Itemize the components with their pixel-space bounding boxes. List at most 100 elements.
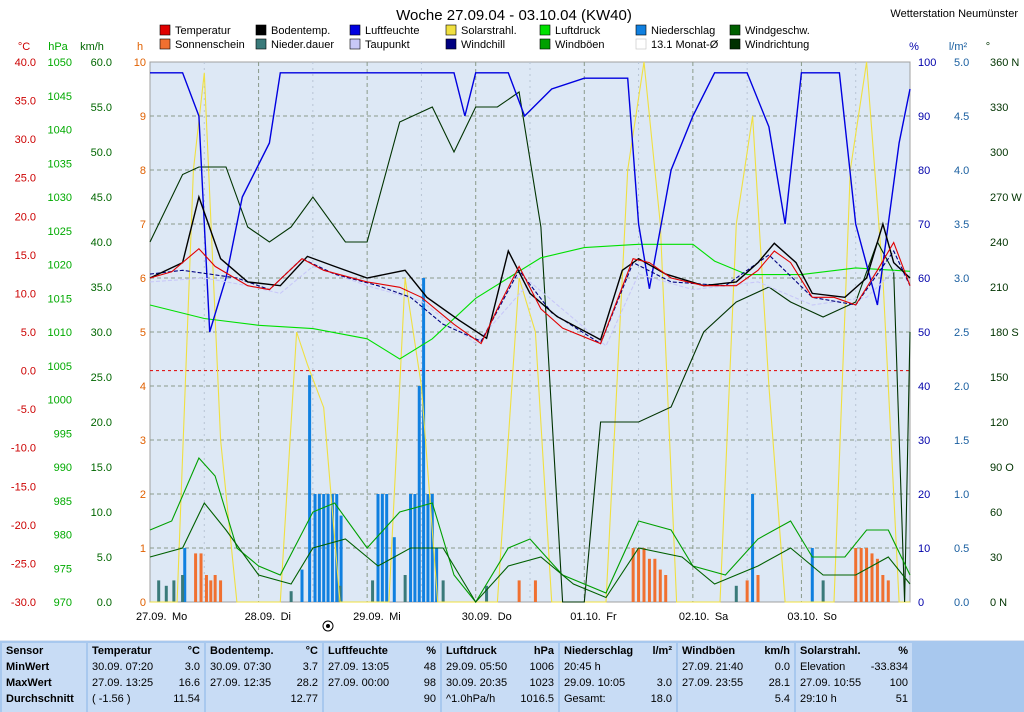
bar-sonnenschein — [653, 558, 657, 602]
axis-tick-temp: 20.0 — [15, 211, 36, 223]
axis-tick-hours: 8 — [140, 165, 146, 177]
legend-label: Bodentemp. — [271, 25, 330, 37]
bar-niederschlag — [339, 515, 343, 602]
stats-cell-value: 16.6 — [178, 677, 200, 689]
axis-unit-rain: l/m² — [949, 41, 968, 53]
stats-cell-value: 0.0 — [774, 661, 790, 673]
bar-sonnenschein — [745, 580, 749, 602]
stats-sensor-unit: hPa — [533, 645, 554, 657]
x-axis: 27.09. Mo 28.09. Di 29.09. Mi 30.09. Do 01.10. Fr… — [136, 611, 837, 623]
bar-niederschlag — [326, 494, 330, 602]
stats-table: Sensor MinWert MaxWert Durchschnitt Temperat… — [0, 641, 1024, 712]
axis-unit-hours: h — [137, 41, 143, 53]
axis-tick-direction: 210 — [990, 282, 1008, 294]
axis-tick-pressure: 1045 — [48, 91, 72, 103]
stats-sensor-name: Bodentemp. — [210, 645, 274, 657]
cursor-marker-dot — [326, 624, 330, 628]
bar-niederdauer — [338, 585, 342, 602]
bar-sonnenschein — [664, 575, 668, 602]
legend-label: Windgeschw. — [745, 25, 810, 37]
x-day-label: Do — [498, 611, 512, 623]
axis-tick-hours: 1 — [140, 543, 146, 555]
series-line-taupunkt — [149, 265, 911, 347]
bar-niederschlag — [417, 386, 421, 602]
stats-cell-value: 18.0 — [650, 693, 672, 705]
bar-niederdauer — [164, 585, 168, 602]
legend-label: Temperatur — [175, 25, 231, 37]
time-cursor[interactable] — [322, 620, 334, 632]
legend-label: Luftdruck — [555, 25, 601, 37]
legend-swatch — [635, 38, 647, 50]
stats-cell-value: -33.834 — [870, 661, 908, 673]
line-series — [149, 61, 911, 603]
axis-tick-temp: -15.0 — [11, 481, 36, 493]
axis-tick-direction: 0 N — [990, 597, 1007, 609]
x-day-label: Di — [281, 611, 291, 623]
axis-tick-hours: 2 — [140, 489, 146, 501]
bar-niederschlag — [183, 548, 187, 602]
x-tick-label: 30.09. — [462, 611, 493, 623]
stats-sensor-name: Niederschlag — [564, 645, 634, 657]
axis-tick-temp: 15.0 — [15, 250, 36, 262]
axis-tick-direction: 360 N — [990, 57, 1019, 69]
bar-niederschlag — [751, 494, 755, 602]
bar-sonnenschein — [219, 580, 223, 602]
stats-cell-value: 1023 — [529, 677, 554, 689]
axis-tick-rain: 4.5 — [954, 111, 969, 123]
bar-niederschlag — [385, 494, 389, 602]
bar-niederschlag — [335, 494, 339, 602]
x-tick-label: 03.10. — [787, 611, 818, 623]
stats-row-label: Sensor — [6, 645, 44, 657]
axis-tick-wind: 10.0 — [91, 507, 112, 519]
axis-tick-pressure: 1030 — [48, 192, 72, 204]
station-name: Wetterstation Neumünster — [890, 8, 1018, 20]
bar-niederschlag — [392, 537, 396, 602]
stats-cell-value: 3.0 — [184, 661, 200, 673]
stats-cell-label: 27.09. 00:00 — [328, 677, 390, 689]
axis-tick-hours: 9 — [140, 111, 146, 123]
bar-sonnenschein — [204, 575, 208, 602]
bar-sonnenschein — [875, 558, 879, 602]
legend-swatch — [255, 24, 267, 36]
stats-cell-value: 100 — [889, 677, 908, 689]
axis-tick-pressure: 980 — [54, 530, 72, 542]
axis-tick-temp: 25.0 — [15, 173, 36, 185]
stats-cell-value: 1006 — [529, 661, 554, 673]
x-day-label: So — [823, 611, 836, 623]
stats-column: Windböen km/h 27.09. 21:40 0.0 27.09. 23:55 2… — [678, 643, 794, 712]
bar-sonnenschein — [881, 575, 885, 602]
series-line-temperatur — [149, 241, 911, 345]
axis-tick-wind: 60.0 — [91, 57, 112, 69]
chart-title: Woche 27.09.04 - 03.10.04 (KW40) — [396, 7, 632, 24]
axis-tick-pressure: 1010 — [48, 327, 72, 339]
grid — [150, 62, 910, 602]
stats-cell-value: 3.0 — [656, 677, 672, 689]
stats-cell-label: 27.09. 13:25 — [92, 677, 154, 689]
stats-cell-value: 3.7 — [302, 661, 318, 673]
legend-swatch — [349, 24, 361, 36]
legend-swatch — [445, 38, 457, 50]
axis-tick-pressure: 995 — [54, 428, 72, 440]
stats-sensor-name: Luftdruck — [446, 645, 497, 657]
bar-sonnenschein — [756, 575, 760, 602]
stats-column: Luftfeuchte% 27.09. 13:05 48 27.09. 00:00 98… — [324, 643, 440, 712]
bar-niederdauer — [371, 580, 375, 602]
stats-column: Luftdruck hPa 29.09. 05:50 1006 30.09. 20:35… — [442, 643, 558, 712]
axis-unit-pressure: hPa — [48, 41, 68, 53]
axis-tick-direction: 300 — [990, 147, 1008, 159]
bar-niederschlag — [322, 494, 326, 602]
legend: Temperatur Sonnenschein Bodentemp. Nieder.d… — [159, 24, 810, 51]
axis-tick-direction: 240 — [990, 237, 1008, 249]
axis-tick-wind: 45.0 — [91, 192, 112, 204]
bar-sonnenschein — [637, 548, 641, 602]
legend-swatch — [635, 24, 647, 36]
legend-label: Solarstrahl. — [461, 25, 517, 37]
series-line-windchill — [149, 249, 911, 345]
bar-niederdauer — [181, 575, 185, 602]
series-line-bodentemp — [149, 194, 911, 341]
series-line-luftfeuchte — [150, 72, 911, 333]
x-tick-label: 27.09. — [136, 611, 167, 623]
axis-tick-temp: -30.0 — [11, 597, 36, 609]
axis-tick-hours: 10 — [134, 57, 146, 69]
stats-cell-value: 12.77 — [290, 693, 318, 705]
